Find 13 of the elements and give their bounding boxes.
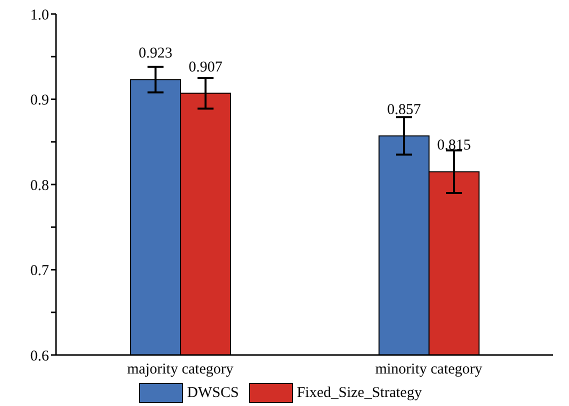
x-tick-label: minority category [375, 362, 483, 378]
y-tick-label: 0.6 [30, 348, 50, 364]
y-tick-label: 0.7 [30, 263, 50, 280]
y-tick-label: 1.0 [30, 7, 49, 24]
y-tick-label: 0.8 [30, 178, 49, 194]
data-label: 0.907 [188, 59, 223, 76]
legend-label: DWSCS [187, 384, 239, 402]
y-tick-label: 0.9 [30, 92, 49, 109]
data-label: 0.857 [387, 102, 422, 118]
data-label: 0.923 [138, 46, 172, 62]
legend-label: Fixed_Size_Strategy [296, 384, 422, 402]
x-tick-label: majority category [127, 362, 234, 378]
data-label: 0.815 [437, 138, 471, 154]
